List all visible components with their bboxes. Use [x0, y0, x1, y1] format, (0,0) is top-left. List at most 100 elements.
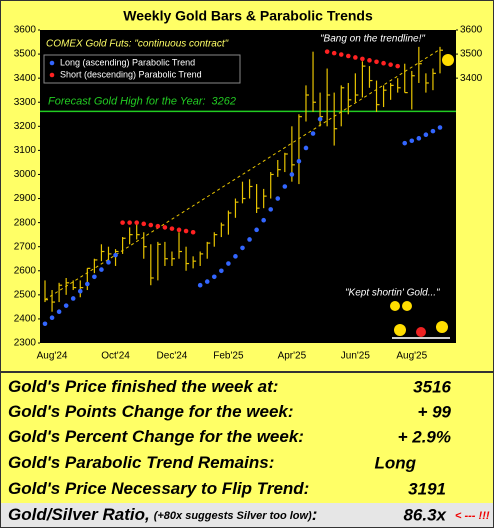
row-value: + 2.9%	[398, 427, 451, 446]
y2-tick-label: 3400	[460, 73, 483, 84]
trend-dot	[162, 225, 168, 230]
legend-box	[43, 54, 241, 84]
y-tick-label: 2700	[14, 241, 37, 252]
trend-dot	[77, 288, 83, 294]
row-alert: < --- !!!	[455, 510, 490, 522]
trend-dot	[49, 315, 55, 321]
row-label-text: Gold's Price Necessary to Flip Trend:	[8, 479, 309, 498]
trend-dot	[176, 227, 182, 233]
x-tick-label: Aug'25	[396, 351, 427, 362]
trend-dot	[324, 49, 330, 54]
trend-dot	[275, 196, 281, 201]
forecast-label: Forecast Gold High for the Year: 3262	[48, 95, 236, 107]
trend-dot	[183, 228, 189, 234]
row-label: Gold's Price finished the week at:	[8, 377, 278, 396]
trend-dot	[169, 226, 175, 231]
trend-dot	[92, 274, 97, 280]
row-value: 3516	[413, 377, 451, 396]
x-tick-label: Feb'25	[213, 351, 244, 362]
trend-dot	[127, 220, 132, 225]
trend-dot	[317, 116, 323, 122]
trend-dot	[346, 53, 351, 59]
row-label: Gold/Silver Ratio, (+80x suggests Silver …	[8, 505, 317, 524]
trend-dot	[247, 237, 252, 242]
trend-dot	[353, 55, 358, 60]
trend-dot	[367, 58, 372, 63]
trend-dot	[416, 136, 422, 141]
trend-dot	[254, 227, 259, 233]
trend-dot	[402, 140, 408, 146]
trend-dot	[282, 184, 288, 189]
row-value: 86.3x	[403, 505, 447, 524]
legend-marker	[49, 60, 55, 66]
row-label: Gold's Percent Change for the week:	[8, 427, 304, 446]
y-tick-label: 2400	[14, 314, 37, 325]
y2-tick-label: 3600	[460, 25, 483, 36]
row-label: Gold's Price Necessary to Flip Trend:	[8, 479, 309, 498]
trend-dot	[204, 279, 210, 284]
row-label-text: Gold/Silver Ratio,	[8, 505, 150, 524]
trend-dot	[56, 309, 62, 315]
y-tick-label: 3500	[14, 49, 37, 60]
trend-dot	[226, 261, 231, 266]
trend-dot	[423, 132, 429, 138]
y-tick-label: 3400	[14, 73, 37, 84]
row-label: Gold's Points Change for the week:	[8, 402, 294, 421]
trend-dot	[381, 60, 386, 66]
x-tick-label: Oct'24	[101, 351, 130, 362]
y2-tick-label: 3500	[460, 49, 483, 60]
trend-dot	[437, 125, 443, 130]
chart-title: Weekly Gold Bars & Parabolic Trends	[123, 8, 373, 24]
trend-dot	[99, 267, 104, 272]
x-tick-label: Dec'24	[157, 351, 188, 362]
trend-dot	[310, 131, 316, 136]
trend-dot	[338, 52, 344, 57]
forecast-value: 3262	[212, 95, 236, 107]
trend-dot	[296, 158, 302, 164]
annotation: "Kept shortin' Gold..."	[345, 288, 440, 299]
y-tick-label: 2900	[14, 193, 37, 204]
trend-dot	[155, 223, 161, 229]
trend-dot	[211, 274, 217, 280]
trend-dot	[268, 207, 274, 212]
trend-dot	[134, 220, 139, 225]
trend-dot	[261, 217, 266, 223]
trend-dot	[233, 254, 238, 259]
trend-dot	[374, 59, 379, 65]
trend-dot	[430, 128, 436, 134]
source-note: COMEX Gold Futs: "continuous contract"	[46, 39, 229, 50]
trend-dot	[42, 321, 48, 327]
row-label-text: Gold's Price finished the week at:	[8, 377, 278, 396]
trend-dot	[409, 138, 415, 144]
row-value: 3191	[408, 479, 446, 498]
y-tick-label: 2500	[14, 289, 37, 300]
trend-dot	[148, 222, 154, 228]
y-tick-label: 3200	[14, 121, 37, 132]
row-background	[1, 503, 493, 527]
row-value: + 99	[417, 402, 451, 421]
y-tick-label: 2600	[14, 265, 37, 276]
emoji	[390, 54, 454, 339]
x-tick-label: Jun'25	[341, 351, 371, 362]
trend-dot	[106, 260, 111, 265]
x-tick-label: Aug'24	[37, 351, 68, 362]
trend-dot	[70, 296, 76, 301]
trend-dot	[219, 268, 224, 274]
row-suffix: :	[312, 505, 318, 524]
legend-marker	[49, 72, 55, 78]
trend-dot	[113, 252, 118, 258]
trend-dot	[331, 50, 337, 56]
trend-dot	[395, 63, 400, 69]
y-tick-label: 3000	[14, 169, 37, 180]
trend-dot	[388, 62, 393, 67]
y-tick-label: 3300	[14, 97, 37, 108]
trend-dot	[63, 303, 69, 308]
row-note: (+80x suggests Silver too low)	[154, 510, 312, 522]
trend-dot	[85, 281, 90, 287]
annotation: "Bang on the trendline!"	[320, 34, 425, 45]
trend-dot	[190, 229, 196, 235]
row-label-text: Gold's Parabolic Trend Remains:	[8, 453, 274, 472]
trend-dot	[303, 145, 309, 151]
forecast-text: Forecast Gold High for the Year:	[48, 95, 206, 107]
